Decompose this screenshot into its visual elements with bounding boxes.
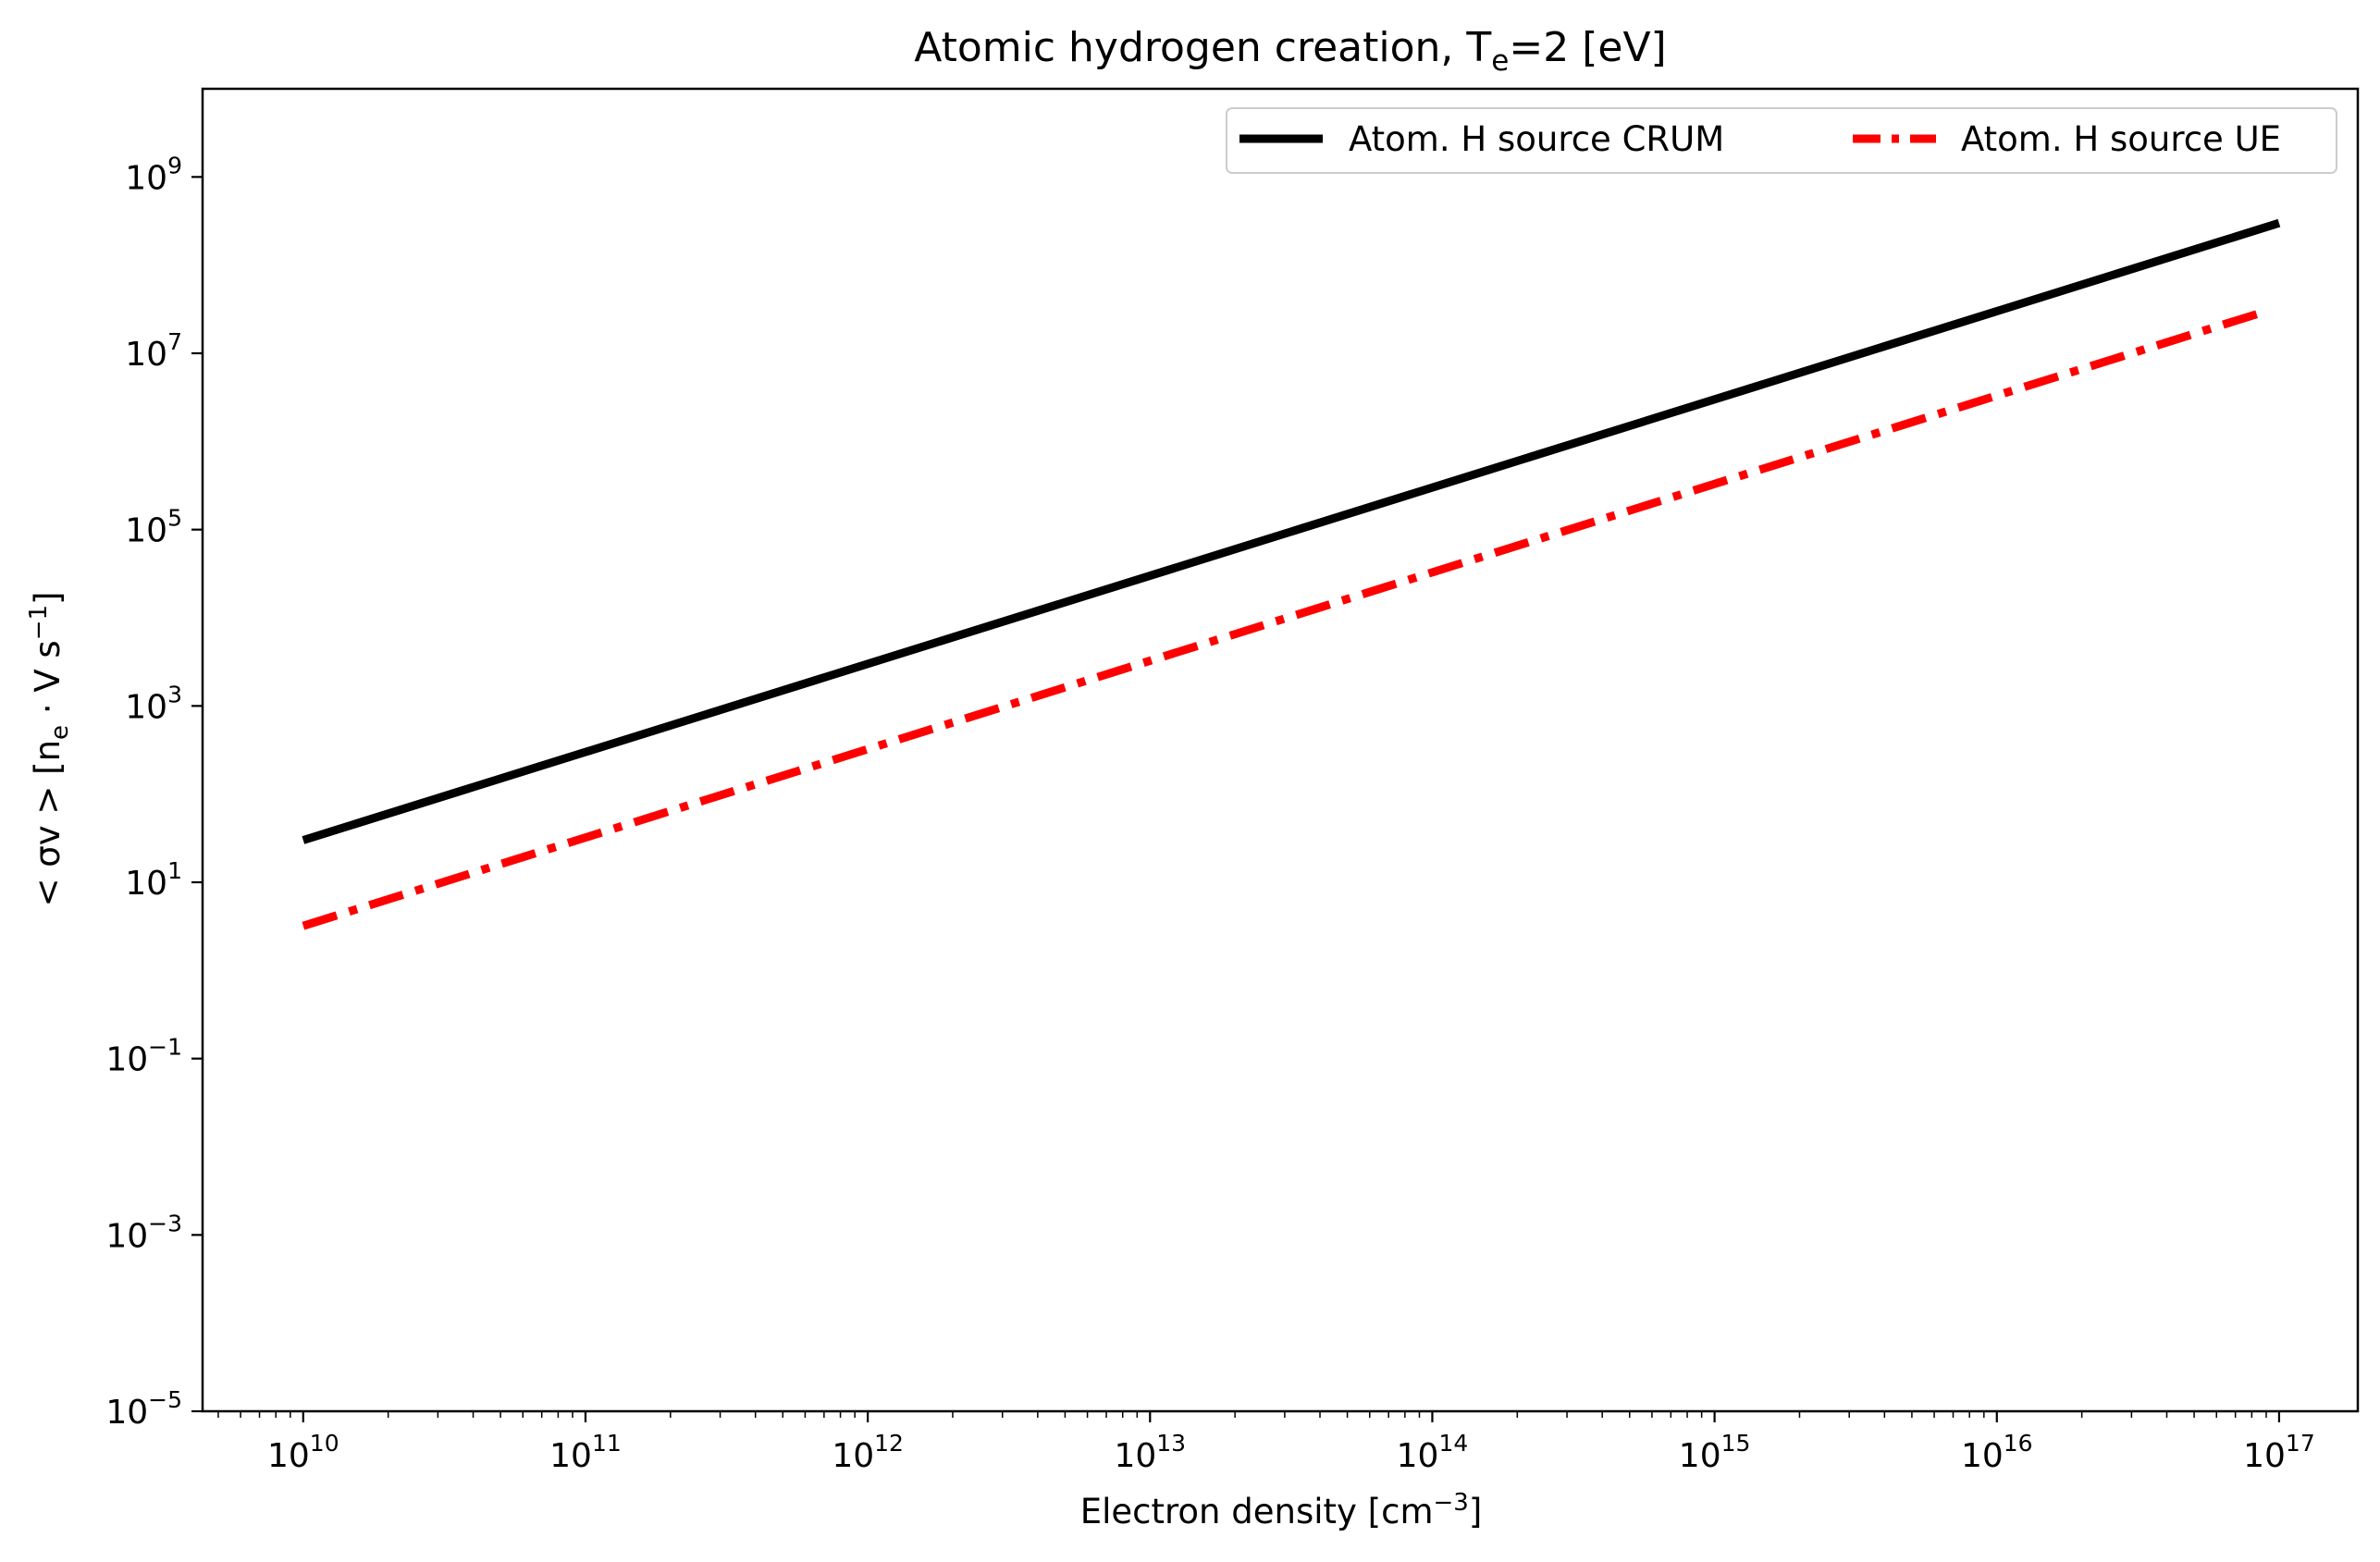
series-line-ue xyxy=(302,307,2268,930)
ticks-layer: 1010 1011 1012 1013 1014 1015 1016 1017 10−5 10−3… xyxy=(105,152,2314,1475)
x-tick-label: 1016 xyxy=(1961,1430,2033,1475)
legend-label-crum: Atom. H source CRUM xyxy=(1349,119,1724,159)
y-tick-label: 10−3 xyxy=(105,1210,182,1255)
chart-title-subscript: e xyxy=(1491,44,1509,78)
y-axis-label-part-3: ] xyxy=(28,592,68,605)
y-axis-label-superscript: −1 xyxy=(25,605,53,640)
y-tick-label: 10−5 xyxy=(105,1386,182,1432)
x-tick-label: 1010 xyxy=(267,1430,339,1475)
x-axis-label-rest: ] xyxy=(1469,1492,1482,1531)
x-tick-label: 1011 xyxy=(549,1430,622,1475)
y-tick-label: 101 xyxy=(125,857,182,903)
series-line-crum xyxy=(302,218,2281,844)
chart-title: Atomic hydrogen creation, Te=2 [eV] xyxy=(914,24,1666,78)
series-layer xyxy=(302,218,2281,930)
y-tick-label: 109 xyxy=(125,152,182,197)
x-axis-label: Electron density [cm−3] xyxy=(1080,1489,1483,1531)
y-axis-label-part-2: · V s xyxy=(28,640,68,725)
x-axis-label-main: Electron density [cm xyxy=(1080,1492,1434,1531)
y-axis-label-subscript: e xyxy=(46,725,74,740)
y-axis-label-part-1: < σv > [n xyxy=(28,740,68,907)
x-tick-label: 1017 xyxy=(2243,1430,2315,1475)
chart-title-main: Atomic hydrogen creation, T xyxy=(914,24,1491,71)
y-tick-label: 105 xyxy=(125,505,182,550)
x-tick-label: 1014 xyxy=(1397,1430,1469,1475)
legend-label-ue: Atom. H source UE xyxy=(1961,119,2281,159)
chart-title-rest: =2 [eV] xyxy=(1509,24,1666,71)
x-tick-label: 1015 xyxy=(1679,1430,1751,1475)
y-tick-label: 107 xyxy=(125,328,182,374)
x-tick-label: 1012 xyxy=(832,1430,904,1475)
legend-frame xyxy=(1226,107,2337,174)
y-axis-label: < σv > [ne · V s−1] xyxy=(25,592,74,907)
y-tick-label: 10−1 xyxy=(105,1034,182,1079)
x-axis-label-superscript: −3 xyxy=(1434,1489,1469,1517)
y-tick-label: 103 xyxy=(125,681,182,726)
plot-area-frame xyxy=(201,87,2360,1413)
x-tick-label: 1013 xyxy=(1114,1430,1186,1475)
legend: Atom. H source CRUM Atom. H source UE xyxy=(1226,107,2337,174)
